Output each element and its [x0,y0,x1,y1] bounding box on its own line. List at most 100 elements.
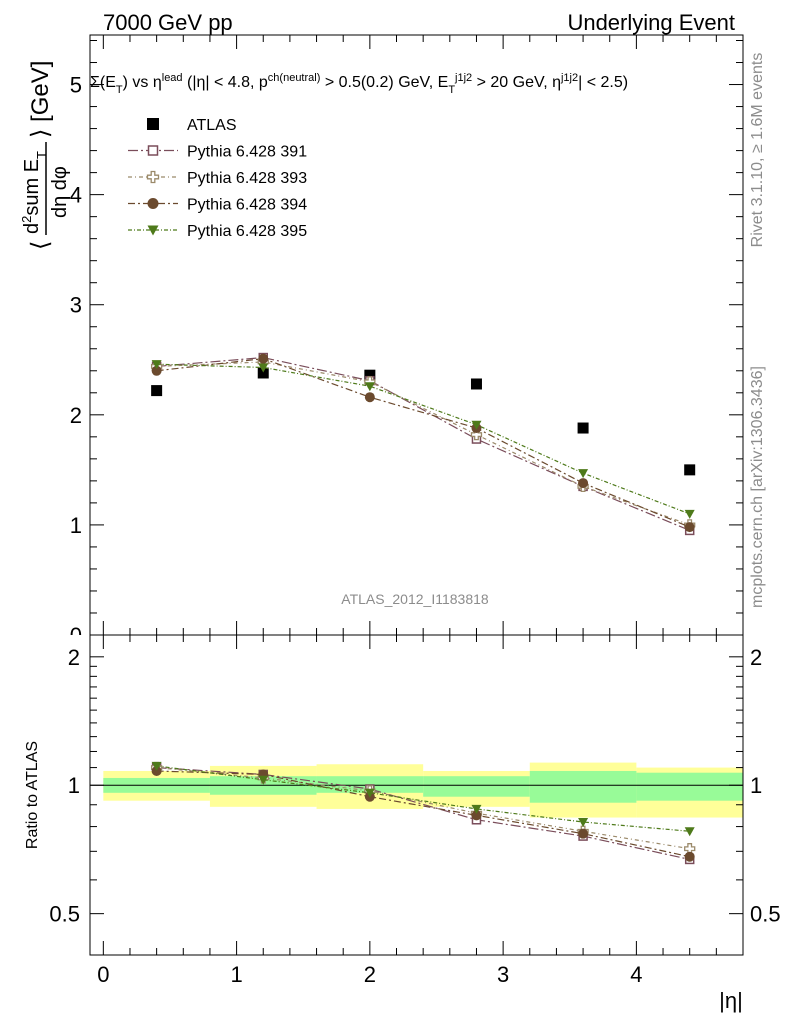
data-point [470,428,483,441]
y-tick-label: 5 [70,73,82,98]
series-line [156,363,690,515]
ratio-series-line [156,766,690,850]
analysis-watermark: ATLAS_2012_I1183818 [341,591,489,607]
ratio-series-p394 [151,765,695,862]
data-point [151,761,162,771]
ratio-series-line [156,770,690,858]
legend-label: Pythia 6.428 393 [187,170,307,187]
svg-text:dη dφ: dη dφ [49,166,71,218]
data-point [151,365,162,376]
ratio-y-tick-label: 0.5 [750,902,781,927]
y-tick-label: 2 [70,403,82,428]
data-point [151,765,162,776]
ratio-plot: 0.5 0.5 1 1 2 2 0 1 2 3 4 Ratio to ATLAS |η| [24,634,781,1013]
data-point [147,145,159,156]
legend-label: Pythia 6.428 395 [187,223,307,240]
ratio-series [150,761,696,865]
data-point [147,118,159,130]
series-line [156,361,690,526]
data-point [258,775,269,785]
ratio-y-axis-label: Ratio to ATLAS [24,741,41,849]
data-point [471,804,482,814]
legend-item-p393: Pythia 6.428 393 [128,170,307,187]
data-point [684,509,695,519]
data-point [364,392,375,403]
data-point [684,522,695,533]
ratio-y-tick-label: 2 [750,645,762,670]
data-point [147,225,159,236]
main-ticks: 123450 [60,35,743,648]
inner-band [636,772,743,801]
header-left: 7000 GeV pp [103,10,233,35]
series-line [156,356,690,531]
plot-title: Σ(ET) vs ηlead (|η| < 4.8, pch(neutral) … [90,72,628,96]
main-plot: 123450 Σ(ET) vs ηlead (|η| < 4.8, pch(ne… [19,34,744,648]
legend-label: Pythia 6.428 391 [187,144,307,161]
header-right: Underlying Event [567,10,735,35]
mcplots-label: mcplots.cern.ch [arXiv:1306.3436] [749,366,766,608]
data-point [151,360,162,370]
series-line [156,358,690,528]
data-point [151,385,163,397]
x-tick-label: 1 [230,962,242,987]
x-tick-label: 2 [364,962,376,987]
data-point [684,464,696,476]
label-mask [60,635,90,647]
y-tick-label: 4 [70,183,82,208]
legend-item-p395: Pythia 6.428 395 [128,223,307,240]
ratio-y-tick-label: 1 [68,773,80,798]
svg-text:⟩ [GeV]: ⟩ [GeV] [27,61,54,138]
data-point [684,827,695,837]
legend-item-p394: Pythia 6.428 394 [128,197,307,214]
legend-label: ATLAS [187,117,237,134]
legend-item-p391: Pythia 6.428 391 [128,144,307,161]
data-point [471,420,482,430]
main-frame [89,34,744,636]
data-point [684,851,695,862]
rivet-label: Rivet 3.1.10, ≥ 1.6M events [749,53,766,248]
svg-text:d2sum ET: d2sum ET [19,151,49,234]
x-tick-label: 0 [97,962,109,987]
ratio-y-tick-label: 2 [68,645,80,670]
inner-band [423,776,530,797]
ratio-y-tick-label: 0.5 [49,902,80,927]
x-axis-label: |η| [719,988,743,1013]
y-tick-label: 1 [70,513,82,538]
svg-text:⟨: ⟨ [27,241,54,250]
data-point [146,170,160,184]
data-point [364,369,376,381]
data-point [471,810,482,821]
ratio-y-tick-label: 1 [750,773,762,798]
legend-label: Pythia 6.428 394 [187,197,307,214]
series-p394 [151,353,695,533]
inner-band [529,770,637,803]
data-point [258,353,269,364]
data-point [578,469,589,479]
x-tick-label: 4 [630,962,642,987]
legend-item-atlas: ATLAS [147,117,237,134]
data-point [470,378,482,390]
ratio-series-line [156,765,690,832]
data-point [364,382,375,392]
ratio-series-line [156,766,690,861]
ratio-frame [89,634,744,956]
main-series [150,352,696,536]
data-point [578,818,589,828]
data-point [258,363,269,373]
series-atlas [151,367,696,476]
data-point [578,478,589,489]
x-tick-label: 3 [497,962,509,987]
ratio-ticks: 0.5 0.5 1 1 2 2 0 1 2 3 4 [49,635,781,987]
ratio-series-p395 [151,761,695,837]
y-tick-label: 3 [70,293,82,318]
ratio-uncertainty-bands [90,762,743,818]
data-point [578,828,589,839]
data-point [147,198,159,209]
legend: ATLAS Pythia 6.428 391 Pythia 6.428 393 Pyt… [128,117,307,240]
data-point [364,788,375,798]
main-y-axis-label: ⟨ d2sum ET dη dφ ⟩ [GeV] [19,61,72,250]
data-point [577,422,589,434]
data-point [257,367,269,379]
series-p395 [151,360,695,519]
